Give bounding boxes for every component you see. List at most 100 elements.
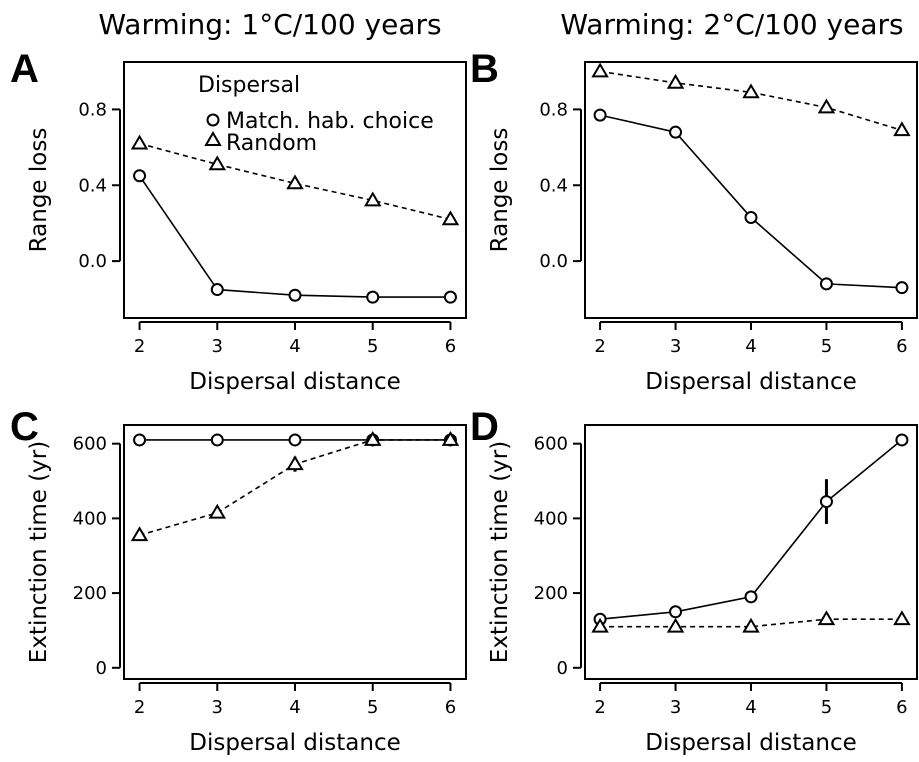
x-axis-title-b: Dispersal distance — [645, 369, 857, 395]
x-tick-label-b: 6 — [896, 336, 907, 357]
data-point-random-c — [441, 430, 460, 446]
data-point-match-d — [819, 495, 833, 509]
data-point-match-a — [210, 283, 224, 297]
data-point-match-b — [744, 210, 758, 224]
data-point-match-c — [288, 433, 302, 447]
x-tick-label-a: 6 — [445, 336, 456, 357]
series-match-b — [593, 108, 909, 295]
data-point-match-d — [744, 590, 758, 604]
data-point-random-b — [666, 73, 685, 89]
x-tick-label-c: 5 — [367, 697, 378, 718]
x-tick-label-d: 4 — [745, 697, 756, 718]
data-point-match-b — [819, 277, 833, 291]
data-point-random-d — [666, 617, 685, 633]
x-tick-label-d: 3 — [670, 697, 681, 718]
series-random-b — [591, 62, 911, 137]
x-tick-label-b: 3 — [670, 336, 681, 357]
column-title-right: Warming: 2°C/100 years — [560, 8, 903, 41]
y-tick-label-b: 0.8 — [539, 99, 568, 120]
x-tick-label-a: 3 — [212, 336, 223, 357]
data-point-random-d — [817, 610, 836, 626]
y-axis-title-b: Range loss — [487, 128, 513, 253]
data-point-match-a — [288, 288, 302, 302]
x-tick-label-c: 2 — [134, 697, 145, 718]
plot-frame-b — [584, 61, 918, 319]
x-tick-label-d: 2 — [594, 697, 605, 718]
panel-letter-c: C — [10, 405, 39, 449]
y-axis-title-c: Extinction time (yr) — [26, 441, 52, 663]
panel-letter-d: D — [470, 405, 499, 449]
y-axis-title-a: Range loss — [26, 128, 52, 253]
data-point-random-a — [363, 191, 382, 207]
data-point-random-c — [363, 430, 382, 446]
data-point-random-b — [893, 121, 911, 137]
x-tick-label-a: 2 — [134, 336, 145, 357]
data-point-random-d — [893, 610, 911, 626]
panel-letter-b: B — [470, 47, 499, 91]
panel-c: 2 3 4 5 6 0 200 400 600 Dispersal distance Extinct… — [26, 424, 467, 756]
series-random-a — [130, 134, 460, 226]
panel-a: 2 3 4 5 6 0.0 0.4 0.8 Dispersal distance Range lo… — [26, 61, 467, 395]
y-tick-label-d: 600 — [534, 434, 568, 455]
data-point-match-c — [210, 433, 224, 447]
legend-circle-marker — [206, 113, 220, 127]
data-point-random-d — [742, 617, 760, 633]
data-point-match-a — [133, 169, 147, 183]
plot-frame-a — [123, 61, 467, 319]
panels: 2 3 4 5 6 0.0 0.4 0.8 Dispersal distance Range lo… — [26, 61, 918, 756]
column-title-left: Warming: 1°C/100 years — [98, 8, 441, 41]
x-tick-label-c: 3 — [212, 697, 223, 718]
series-line-random-b — [599, 70, 903, 132]
data-point-random-b — [742, 83, 760, 99]
y-tick-label-a: 0.0 — [78, 251, 107, 272]
y-tick-label-b: 0.0 — [539, 251, 568, 272]
y-tick-label-d: 200 — [534, 583, 568, 604]
data-point-random-d — [591, 617, 609, 633]
data-point-match-b — [669, 125, 683, 139]
series-random-c — [130, 430, 460, 542]
data-point-random-c — [130, 526, 149, 542]
legend-title: Dispersal — [198, 73, 300, 98]
data-point-random-a — [286, 174, 304, 190]
plot-frame-d — [584, 424, 918, 680]
y-tick-label-c: 0 — [96, 658, 107, 679]
series-line-random-c — [139, 439, 451, 536]
x-tick-label-b: 2 — [594, 336, 605, 357]
data-point-match-b — [593, 108, 607, 122]
legend-label-random: Random — [226, 131, 317, 156]
series-line-match-b — [599, 114, 902, 289]
x-tick-label-d: 5 — [821, 697, 832, 718]
x-tick-label-b: 4 — [745, 336, 756, 357]
data-point-match-a — [366, 290, 380, 304]
data-point-match-d — [895, 433, 909, 447]
x-axis-title-c: Dispersal distance — [189, 730, 401, 756]
x-axis-title-d: Dispersal distance — [645, 730, 857, 756]
y-tick-label-a: 0.4 — [78, 175, 107, 196]
data-point-random-c — [286, 455, 304, 471]
data-point-random-a — [208, 155, 227, 171]
legend-label-match: Match. hab. choice — [226, 109, 434, 134]
y-tick-label-c: 200 — [73, 583, 107, 604]
x-tick-label-b: 5 — [821, 336, 832, 357]
plot-frame-c — [123, 424, 467, 680]
x-tick-label-a: 4 — [289, 336, 300, 357]
series-match-d — [593, 433, 909, 626]
y-tick-label-d: 400 — [534, 508, 568, 529]
y-axis-title-d: Extinction time (yr) — [487, 441, 513, 663]
x-tick-label-c: 4 — [289, 697, 300, 718]
y-tick-label-b: 0.4 — [539, 175, 568, 196]
x-tick-label-a: 5 — [367, 336, 378, 357]
data-point-match-d — [669, 605, 683, 619]
panel-b: 2 3 4 5 6 0.0 0.4 0.8 Dispersal distance Range lo… — [487, 61, 918, 395]
y-tick-label-d: 0 — [557, 658, 568, 679]
series-line-match-a — [138, 175, 451, 298]
y-tick-label-c: 400 — [73, 508, 107, 529]
data-point-match-b — [895, 281, 909, 295]
y-tick-label-a: 0.8 — [78, 99, 107, 120]
panel-d: 2 3 4 5 6 0 200 400 600 Dispersal distance Extinct… — [487, 424, 918, 756]
data-point-random-a — [130, 134, 149, 150]
legend-triangle-marker — [204, 131, 222, 146]
x-axis-title-a: Dispersal distance — [189, 369, 401, 395]
